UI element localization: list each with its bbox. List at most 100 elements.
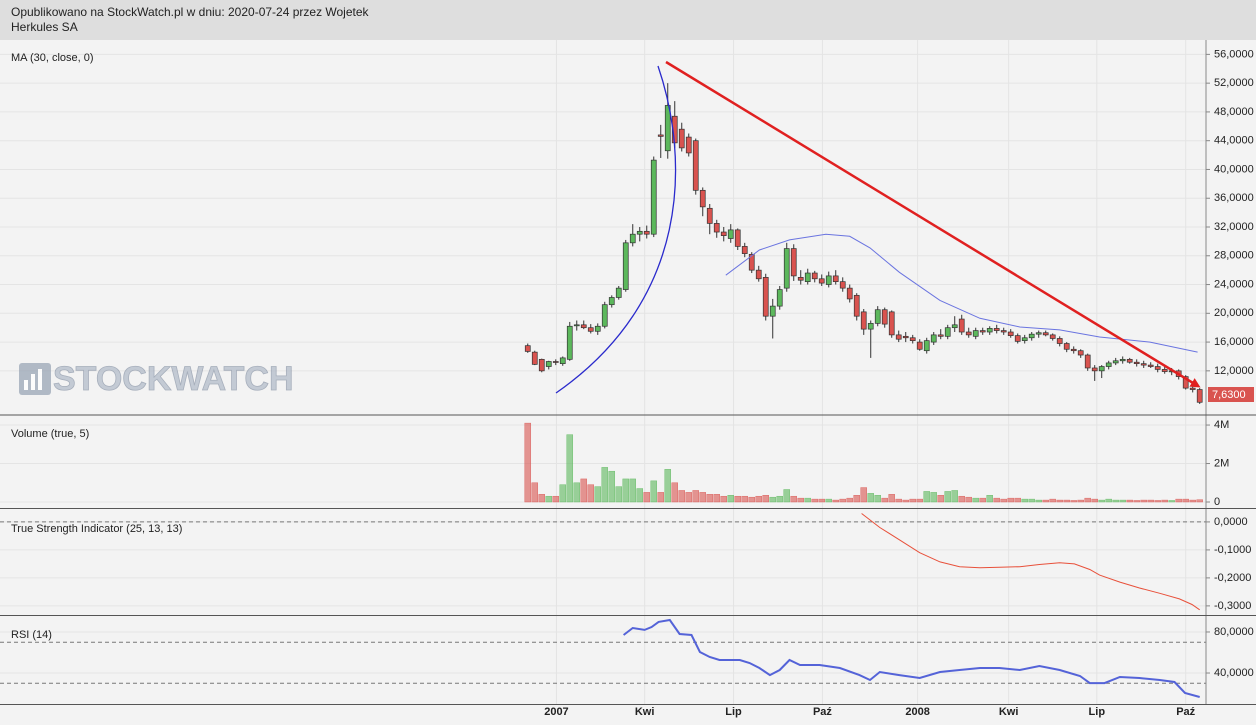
volume-bar <box>853 495 860 503</box>
candle-body <box>727 229 734 239</box>
y-tick-label: 16,0000 <box>1214 336 1254 348</box>
volume-bar <box>629 478 636 503</box>
volume-bar <box>1070 500 1077 503</box>
volume-bar <box>1196 499 1203 503</box>
candle-body <box>664 105 671 152</box>
volume-bar <box>825 498 832 503</box>
watermark-icon <box>31 374 35 390</box>
candle-body <box>608 297 615 306</box>
panel-title: Volume (true, 5) <box>11 428 89 440</box>
candle-body <box>797 276 804 281</box>
volume-bar <box>664 469 671 503</box>
watermark-text: STOCKWATCH <box>53 360 294 398</box>
candle-body <box>1042 332 1049 336</box>
volume-bar <box>741 495 748 503</box>
volume-bar <box>622 478 629 503</box>
candle-body <box>741 246 748 254</box>
candle-body <box>1196 389 1203 403</box>
volume-bar <box>958 495 965 503</box>
candle-body <box>1077 350 1084 356</box>
volume-bar <box>552 495 560 503</box>
candle-body <box>972 330 979 337</box>
candle-body <box>1007 331 1014 336</box>
x-tick-label: Lip <box>1089 706 1106 718</box>
candle-body <box>1098 366 1105 372</box>
volume-bar <box>1028 498 1035 503</box>
volume-bar <box>888 494 895 503</box>
watermark-icon <box>38 369 42 390</box>
candle-body <box>1147 364 1154 367</box>
volume-bar <box>615 486 622 503</box>
y-tick-label: -0,2000 <box>1214 572 1251 584</box>
volume-bar <box>965 496 972 503</box>
volume-bar <box>601 467 608 503</box>
volume-bar <box>930 492 937 503</box>
volume-bar <box>1140 499 1147 503</box>
volume-bar <box>1063 499 1070 503</box>
volume-bar <box>748 496 755 503</box>
candle-body <box>1063 343 1070 350</box>
y-tick-label: 0 <box>1214 496 1220 508</box>
x-tick-label: Paź <box>1176 706 1195 718</box>
x-tick-label: Lip <box>725 706 742 718</box>
candle-body <box>1126 358 1133 363</box>
x-tick-label: Kwi <box>635 706 655 718</box>
volume-bar <box>762 495 769 503</box>
volume-bar <box>1098 499 1105 503</box>
volume-bar <box>755 495 762 503</box>
volume-bar <box>1105 498 1112 503</box>
volume-bar <box>790 495 797 503</box>
y-tick-label: 28,0000 <box>1214 250 1254 262</box>
candle-body <box>769 305 776 317</box>
candles <box>524 83 1203 404</box>
volume-bar <box>1091 498 1098 503</box>
y-tick-label: 0,0000 <box>1214 516 1248 528</box>
x-tick-label: 2008 <box>905 706 929 718</box>
x-tick-label: Kwi <box>999 706 1019 718</box>
volume-bar <box>587 484 595 503</box>
volume-bar <box>685 492 692 503</box>
volume-bar <box>545 495 553 503</box>
volume-bar <box>1084 497 1091 503</box>
volume-bar <box>1182 498 1189 503</box>
volume-bar <box>1077 499 1084 503</box>
volume-bar <box>769 496 776 503</box>
y-tick-label: 40,0000 <box>1214 163 1254 175</box>
candle-body <box>1000 330 1007 333</box>
candle-body <box>867 323 874 330</box>
volume-bar <box>692 490 699 503</box>
candle-body <box>531 351 538 365</box>
candle-body <box>846 287 853 300</box>
volume-bar <box>573 482 581 503</box>
candle-body <box>734 229 741 247</box>
candle-body <box>720 231 727 236</box>
volume-bar <box>1014 497 1021 503</box>
volume-bar <box>811 498 818 503</box>
y-tick-label: 32,0000 <box>1214 221 1254 233</box>
y-tick-label: 20,0000 <box>1214 307 1254 319</box>
volume-bar <box>783 489 790 503</box>
candle-body <box>1189 387 1196 390</box>
candle-body <box>629 233 636 244</box>
panel-title: MA (30, close, 0) <box>11 52 94 64</box>
watermark: STOCKWATCH <box>19 360 294 398</box>
volume-bar <box>1175 498 1182 503</box>
candle-body <box>538 358 545 372</box>
volume-bar <box>594 486 602 503</box>
plot <box>0 83 1206 698</box>
y-tick-label: 48,0000 <box>1214 106 1254 118</box>
y-tick-label: 36,0000 <box>1214 192 1254 204</box>
candle-body <box>986 328 993 333</box>
volume-bar <box>902 499 909 503</box>
candle-body <box>559 357 566 365</box>
volume-bar <box>1126 499 1133 503</box>
volume-bar <box>734 495 741 503</box>
volume-bar <box>979 497 986 503</box>
grid <box>0 40 1206 704</box>
header-line: Opublikowano na StockWatch.pl w dniu: 20… <box>11 5 370 19</box>
candle-body <box>1091 367 1098 372</box>
y-tick-label: 52,0000 <box>1214 77 1254 89</box>
candle-body <box>860 311 867 330</box>
y-tick-label: 2M <box>1214 457 1229 469</box>
